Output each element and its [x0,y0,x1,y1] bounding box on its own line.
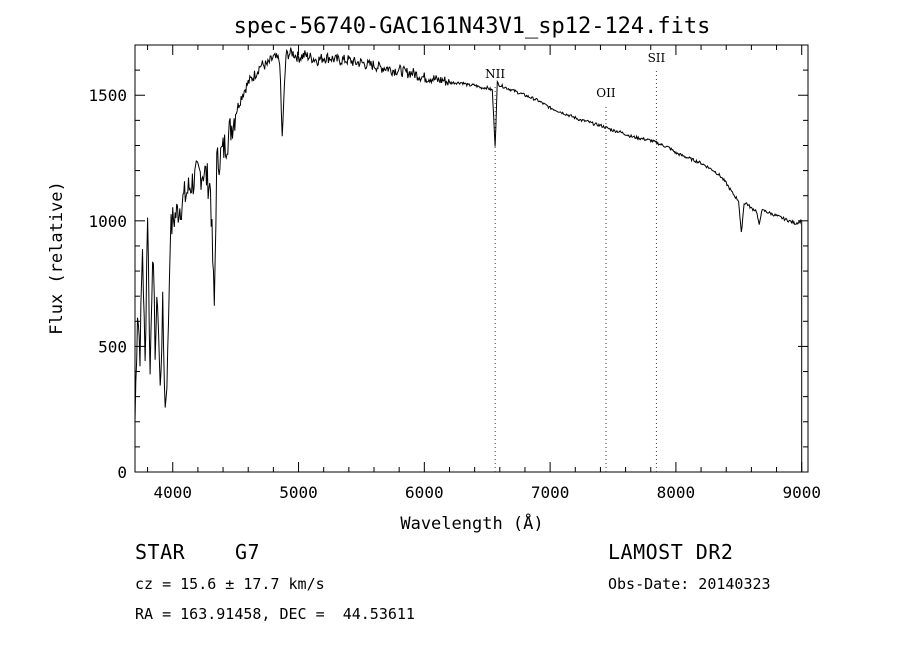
y-tick-label: 0 [117,463,127,482]
survey-name: LAMOST DR2 [608,540,734,564]
redshift-text: cz = 15.6 ± 17.7 km/s [135,575,325,593]
line-marker-label: NII [485,67,505,81]
obs-date: Obs-Date: 20140323 [608,575,771,593]
line-marker-label: OII [596,86,616,100]
x-tick-label: 9000 [782,483,821,502]
coordinates: RA = 163.91458, DEC = 44.53611 [135,605,415,623]
x-axis-label: Wavelength (Å) [400,512,543,534]
x-tick-label: 6000 [405,483,444,502]
line-marker-label: SII [648,51,666,65]
x-tick-label: 8000 [657,483,696,502]
y-tick-label: 500 [98,337,127,356]
spectrum-line [134,47,803,472]
object-class: STAR [135,540,186,564]
chart-title: spec-56740-GAC161N43V1_sp12-124.fits [234,14,711,39]
x-tick-label: 7000 [531,483,570,502]
plot-frame [134,44,809,473]
object-subclass: G7 [235,540,261,564]
y-axis-label: Flux (relative) [47,181,67,335]
x-tick-label: 5000 [279,483,318,502]
y-tick-label: 1000 [88,212,127,231]
emission-line-markers: NII OII SII [485,51,666,472]
x-tick-label: 4000 [153,483,192,502]
y-tick-label: 1500 [88,86,127,105]
axis-ticks: 4000 5000 6000 7000 8000 9000 0 500 1000 1500 [88,45,821,502]
